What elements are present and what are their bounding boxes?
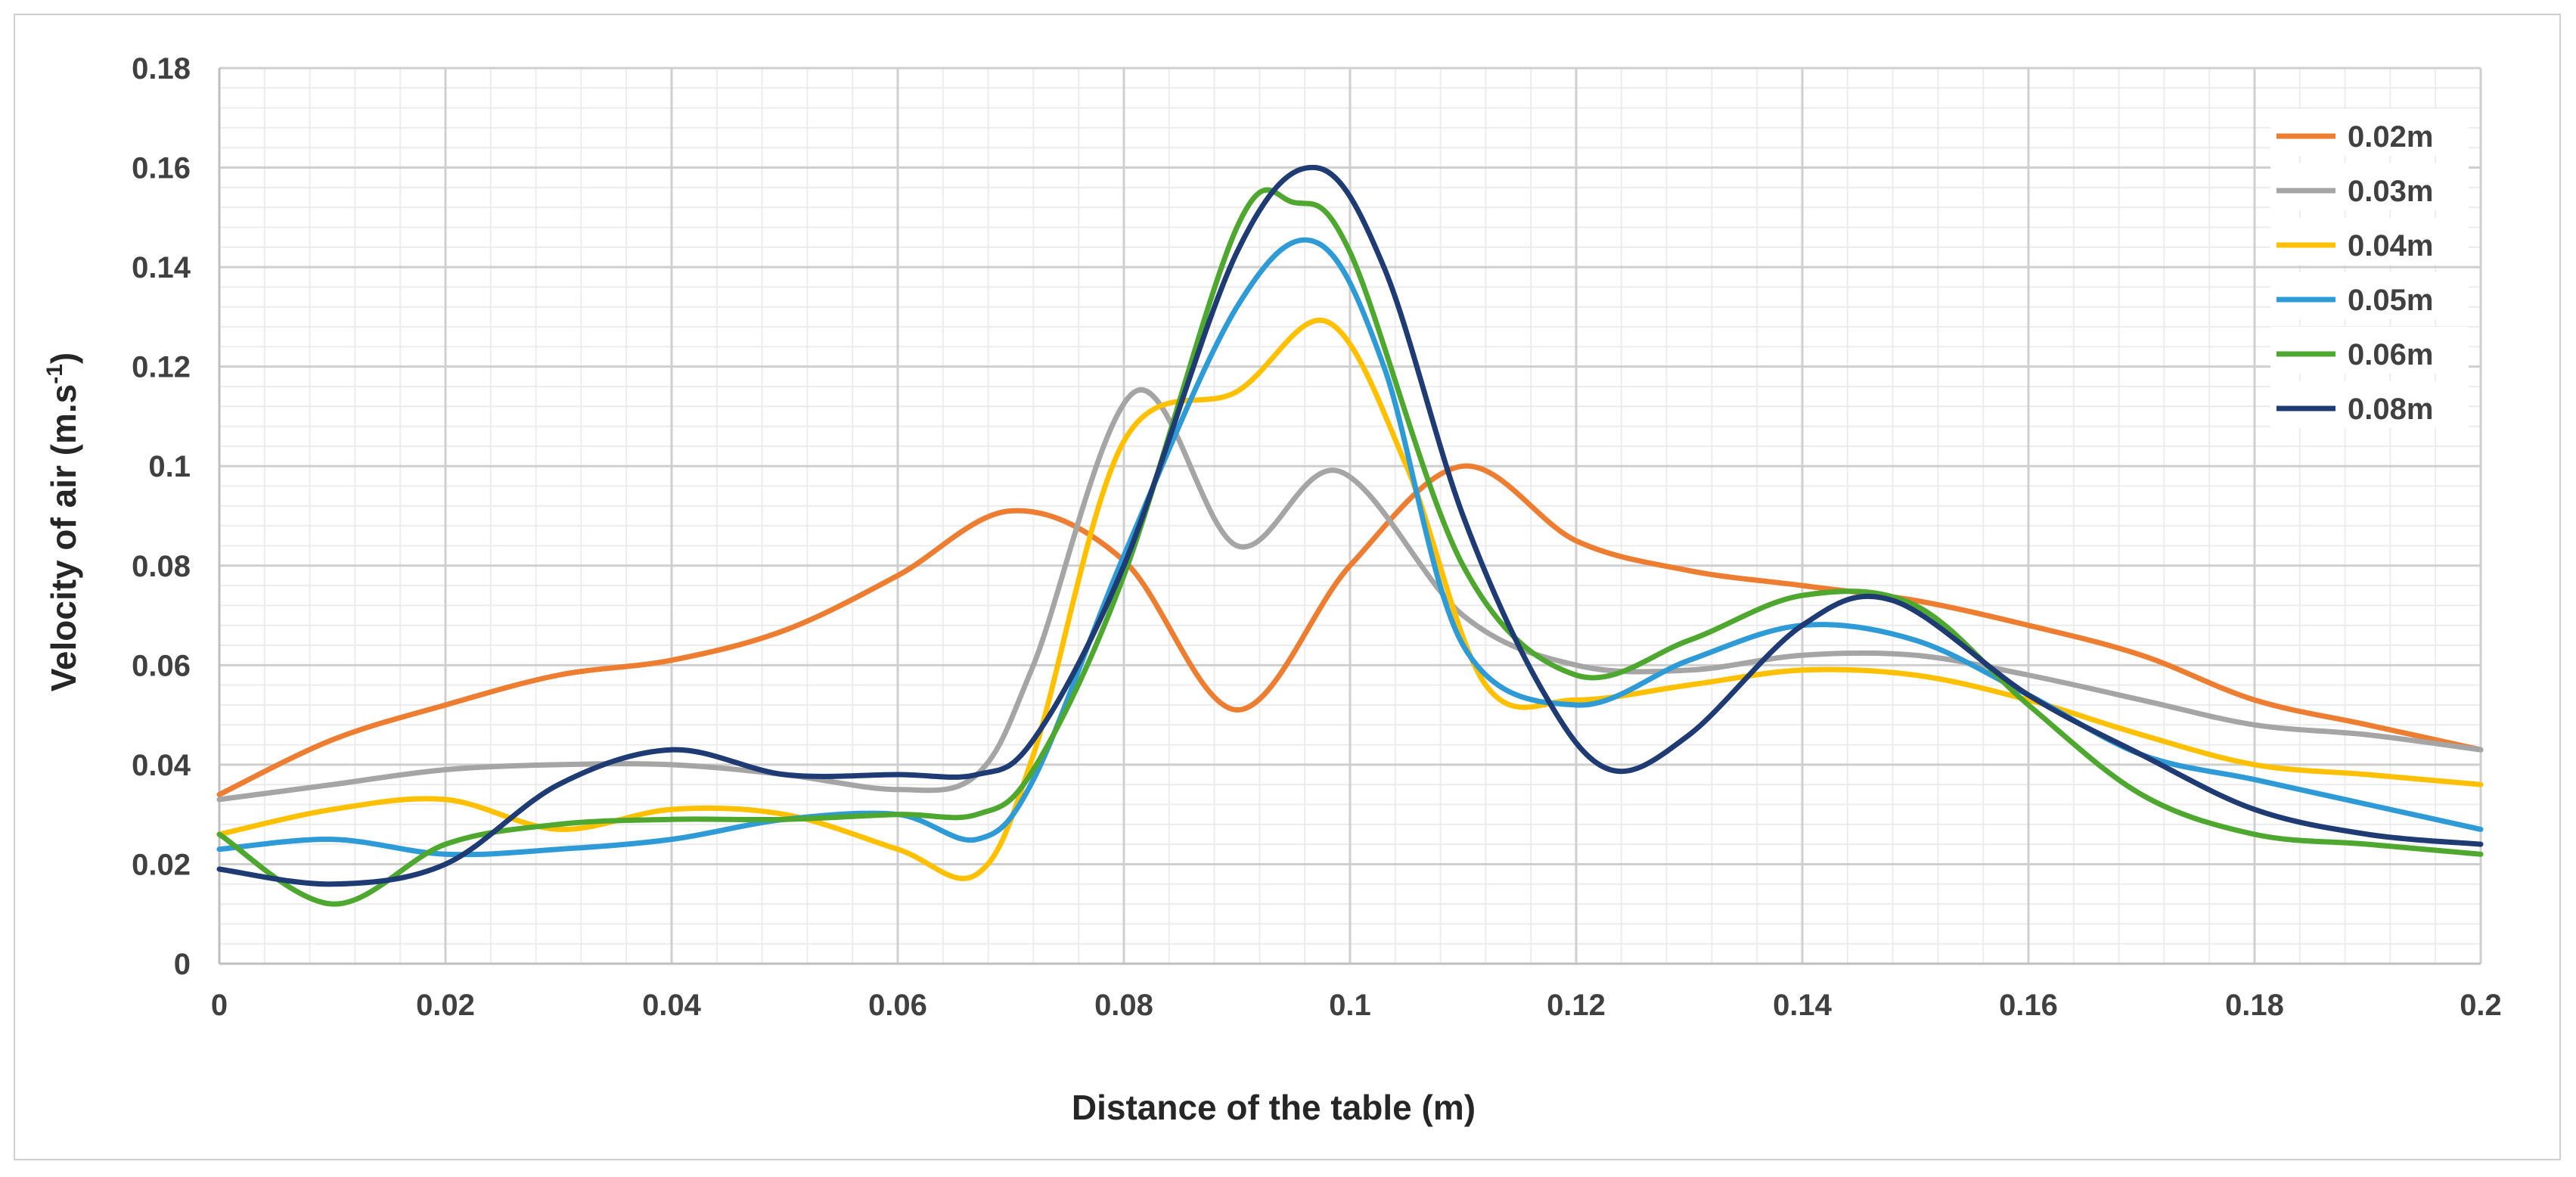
x-tick-label: 0.14 <box>1773 989 1833 1022</box>
y-axis-title: Velocity of air (m.s-1) <box>42 352 83 692</box>
legend-label-0-08m: 0.08m <box>2348 393 2433 426</box>
x-tick-label: 0.16 <box>1999 989 2058 1022</box>
legend-item-background <box>2270 327 2469 374</box>
y-tick-label: 0.12 <box>132 351 191 384</box>
x-tick-label: 0.08 <box>1094 989 1153 1022</box>
series-line-0-06m <box>216 187 2484 907</box>
y-tick-label: 0.04 <box>132 749 191 782</box>
y-tick-label: 0.08 <box>132 550 191 583</box>
x-tick-label: 0.1 <box>1329 989 1371 1022</box>
x-tick-label: 0.2 <box>2460 989 2502 1022</box>
grid <box>218 67 2482 965</box>
legend-label-0-02m: 0.02m <box>2348 120 2433 154</box>
y-tick-label: 0.16 <box>132 152 191 185</box>
series-line-0-02m <box>216 463 2484 797</box>
y-axis-title-superscript: -1 <box>42 364 67 384</box>
x-tick-label: 0.12 <box>1547 989 1606 1022</box>
x-axis-title: Distance of the table (m) <box>1072 1088 1476 1127</box>
y-tick-label: 0.14 <box>132 251 191 284</box>
x-tick-label: 0 <box>211 989 228 1022</box>
legend-item-background <box>2270 272 2469 319</box>
series-group <box>216 164 2484 907</box>
legend: 0.02m 0.03m 0.04m 0.05m 0.06m 0.08m <box>2270 109 2469 428</box>
x-tick-label: 0.04 <box>642 989 702 1022</box>
y-tick-label: 0 <box>174 948 191 981</box>
legend-label-0-04m: 0.04m <box>2348 229 2433 262</box>
axes: 0 0.02 0.04 0.06 0.08 0.1 0.12 0.14 0.16 0.18 0.2 0… <box>132 52 2502 1022</box>
chart-frame: 0 0.02 0.04 0.06 0.08 0.1 0.12 0.14 0.16 0.18 0.2 0… <box>14 14 2561 1160</box>
legend-item-background <box>2270 109 2469 156</box>
line-chart: 0 0.02 0.04 0.06 0.08 0.1 0.12 0.14 0.16 0.18 0.2 0… <box>42 52 2502 1127</box>
legend-label-0-03m: 0.03m <box>2348 175 2433 208</box>
legend-item-background <box>2270 381 2469 428</box>
legend-item-background <box>2270 218 2469 265</box>
x-tick-label: 0.18 <box>2225 989 2284 1022</box>
y-tick-label: 0.06 <box>132 649 191 682</box>
y-axis-title-text: Velocity of air (m.s <box>44 384 83 691</box>
y-tick-label: 0.1 <box>148 450 191 483</box>
series-line-0-08m <box>216 164 2484 887</box>
series-line-0-03m <box>216 387 2484 803</box>
legend-item-background <box>2270 163 2469 210</box>
x-tick-label: 0.06 <box>868 989 927 1022</box>
y-axis-title-close: ) <box>44 352 83 364</box>
y-tick-label: 0.02 <box>132 848 191 881</box>
x-tick-label: 0.02 <box>416 989 475 1022</box>
legend-label-0-06m: 0.06m <box>2348 338 2433 371</box>
legend-label-0-05m: 0.05m <box>2348 284 2433 317</box>
y-tick-label: 0.18 <box>132 52 191 85</box>
